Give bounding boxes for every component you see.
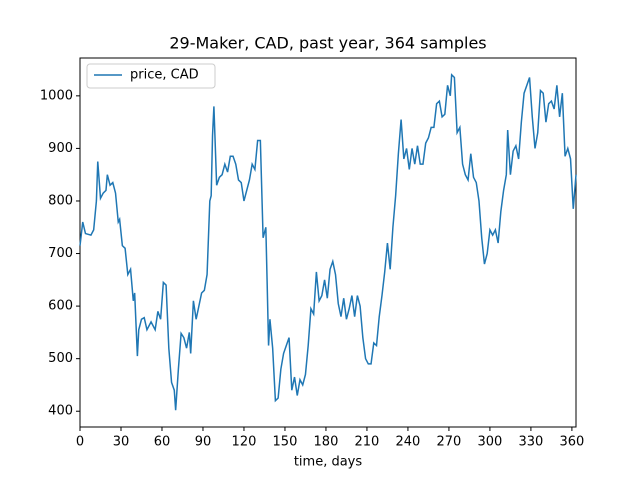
x-tick-label: 240 (396, 435, 421, 450)
x-tick-label: 300 (478, 435, 503, 450)
y-tick-label: 700 (48, 246, 73, 261)
x-tick-label: 180 (314, 435, 339, 450)
price-line (79, 73, 577, 411)
plot-area (79, 57, 577, 428)
x-tick-label: 60 (154, 435, 171, 450)
y-tick-label: 1000 (40, 88, 73, 103)
y-tick-label: 400 (48, 404, 73, 419)
y-tick-label: 500 (48, 351, 73, 366)
x-tick-label: 120 (232, 435, 257, 450)
y-tick-label: 600 (48, 299, 73, 314)
legend-box (86, 63, 216, 89)
x-axis-label: time, days (294, 455, 363, 470)
x-tick-label: 0 (76, 435, 84, 450)
y-tick-label: 800 (48, 193, 73, 208)
x-tick-label: 330 (518, 435, 543, 450)
x-tick-label: 360 (559, 435, 584, 450)
y-tick-label: 900 (48, 141, 73, 156)
x-tick-label: 30 (113, 435, 130, 450)
x-tick-label: 210 (355, 435, 380, 450)
chart-title: 29-Maker, CAD, past year, 364 samples (169, 34, 486, 53)
x-tick-label: 270 (437, 435, 462, 450)
x-tick-label: 90 (195, 435, 212, 450)
legend-label: price, CAD (130, 68, 199, 83)
x-tick-label: 150 (273, 435, 298, 450)
